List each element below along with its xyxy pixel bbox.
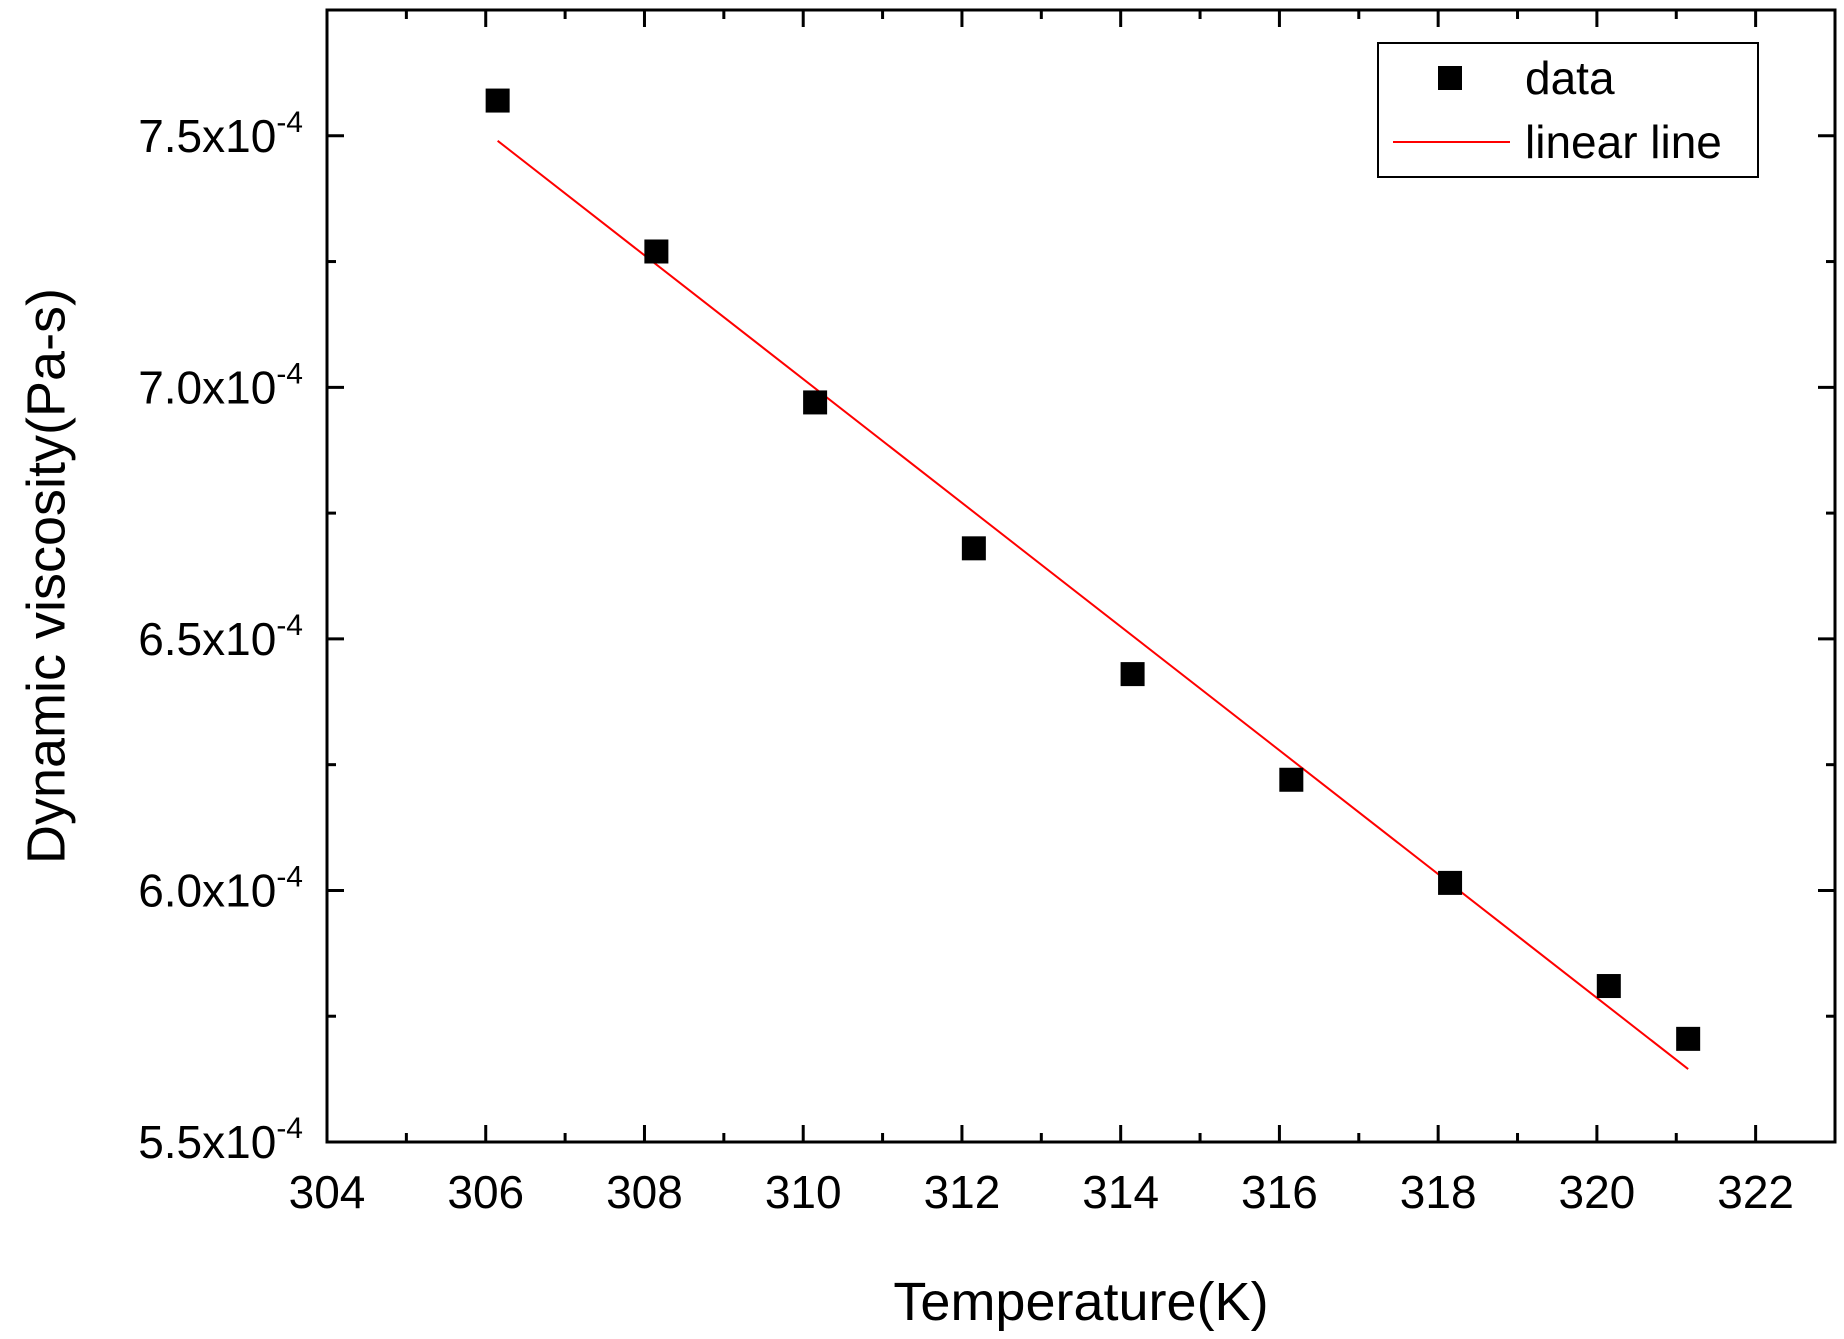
data-point [1676,1026,1701,1051]
y-tick-label: 6.0x10-4 [138,860,303,916]
x-axis-ticks: 304 306 308 310 312 314 316 318 320 322 [289,10,1794,1218]
data-point [1438,870,1463,895]
data-point [644,239,669,264]
x-tick-label: 310 [765,1166,842,1218]
legend-box [1377,42,1759,178]
y-tick-label: 7.0x10-4 [138,357,303,413]
x-tick-label: 312 [924,1166,1001,1218]
y-axis-ticks: 5.5x10-4 6.0x10-4 6.5x10-4 7.0x10-4 7.5x10-4 [138,8,1835,1168]
series-layer [485,88,1701,1070]
legend-label-linear-line: linear line [1525,116,1722,168]
x-axis-title: Temperature(K) [893,1272,1268,1332]
x-tick-label: 308 [606,1166,683,1218]
data-point [1279,767,1304,792]
x-tick-label: 314 [1082,1166,1159,1218]
linear-fit-line [497,140,1689,1070]
data-point [485,88,510,113]
data-point [961,536,986,561]
legend-marker-data [1438,66,1462,90]
y-tick-label: 6.5x10-4 [138,609,303,665]
y-tick-label: 7.5x10-4 [138,106,303,162]
x-tick-label: 306 [447,1166,524,1218]
x-tick-label: 304 [289,1166,366,1218]
legend-label-data: data [1525,52,1615,104]
data-point [803,390,828,415]
data-point [1596,974,1621,999]
y-axis-title: Dynamic viscosity(Pa-s) [16,288,76,864]
x-tick-label: 318 [1400,1166,1477,1218]
data-point [1120,662,1145,687]
x-tick-label: 322 [1717,1166,1794,1218]
plot-frame [325,8,1837,1144]
legend: data linear line [1377,42,1759,178]
y-tick-label: 5.5x10-4 [138,1112,303,1168]
plot-border [325,8,1837,1144]
x-tick-label: 316 [1241,1166,1318,1218]
x-tick-label: 320 [1559,1166,1636,1218]
